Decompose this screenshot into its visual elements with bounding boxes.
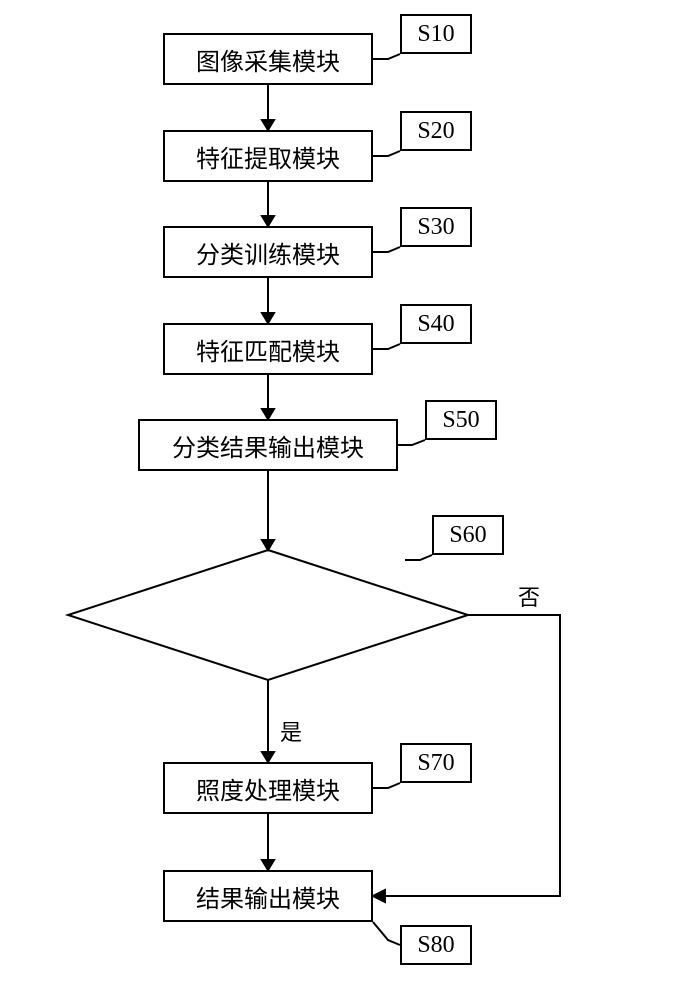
node-label: 照度处理模块 [196,771,340,806]
edge-label-yes: 是 [280,715,302,747]
step-tag-s30: S30 [400,207,472,247]
step-tag-s60: S60 [432,515,504,555]
flowchart-canvas: 图像采集模块 S10 特征提取模块 S20 分类训练模块 S30 特征匹配模块 … [0,0,688,1000]
step-tag-s50: S50 [425,400,497,440]
node-label: 特征匹配模块 [196,332,340,367]
node-classification-output: 分类结果输出模块 [138,419,398,471]
step-tag-text: S50 [442,407,479,434]
decision-label: 判定是否需要进行照度处理 [118,602,406,637]
step-tag-s80: S80 [400,925,472,965]
step-tag-text: S10 [417,21,454,48]
step-tag-text: S80 [417,932,454,959]
step-tag-text: S20 [417,118,454,145]
node-label: 结果输出模块 [196,879,340,914]
step-tag-text: S60 [449,522,486,549]
step-tag-s70: S70 [400,743,472,783]
step-tag-s40: S40 [400,304,472,344]
step-tag-s10: S10 [400,14,472,54]
node-illuminance-processing: 照度处理模块 [163,762,373,814]
node-label: 分类结果输出模块 [172,428,364,463]
node-result-output: 结果输出模块 [163,870,373,922]
step-tag-text: S70 [417,750,454,777]
node-feature-extraction: 特征提取模块 [163,130,373,182]
node-feature-matching: 特征匹配模块 [163,323,373,375]
node-label: 分类训练模块 [196,235,340,270]
node-label: 图像采集模块 [196,42,340,77]
edge-label-no: 否 [518,580,540,612]
node-image-acquisition: 图像采集模块 [163,33,373,85]
node-label: 特征提取模块 [196,139,340,174]
step-tag-s20: S20 [400,111,472,151]
node-classification-training: 分类训练模块 [163,226,373,278]
step-tag-text: S40 [417,311,454,338]
step-tag-text: S30 [417,214,454,241]
